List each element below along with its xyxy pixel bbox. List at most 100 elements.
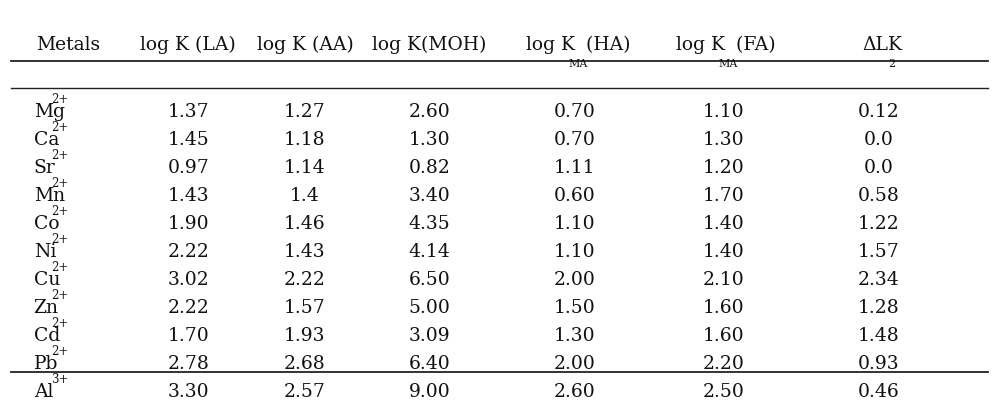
Text: 0.58: 0.58 <box>858 186 899 205</box>
Text: 1.50: 1.50 <box>553 299 595 317</box>
Text: 2+: 2+ <box>51 233 68 246</box>
Text: 1.60: 1.60 <box>703 327 745 345</box>
Text: 2.78: 2.78 <box>167 355 209 373</box>
Text: 1.11: 1.11 <box>553 159 595 176</box>
Text: 1.14: 1.14 <box>284 159 326 176</box>
Text: Mn: Mn <box>34 186 65 205</box>
Text: 0.97: 0.97 <box>168 159 209 176</box>
Text: 1.4: 1.4 <box>290 186 320 205</box>
Text: 2.50: 2.50 <box>703 383 745 401</box>
Text: log K: log K <box>525 36 575 54</box>
Text: Co: Co <box>34 215 59 233</box>
Text: 2+: 2+ <box>51 345 68 358</box>
Text: 1.22: 1.22 <box>858 215 899 233</box>
Text: 1.48: 1.48 <box>858 327 899 345</box>
Text: 3.02: 3.02 <box>168 271 209 289</box>
Text: 1.45: 1.45 <box>168 131 209 149</box>
Text: 1.46: 1.46 <box>284 215 326 233</box>
Text: 2.60: 2.60 <box>553 383 595 401</box>
Text: 2.22: 2.22 <box>284 271 326 289</box>
Text: 0.60: 0.60 <box>553 186 595 205</box>
Text: 2.57: 2.57 <box>284 383 326 401</box>
Text: 0.0: 0.0 <box>864 159 893 176</box>
Text: 2.22: 2.22 <box>167 299 209 317</box>
Text: 1.90: 1.90 <box>168 215 209 233</box>
Text: Ca: Ca <box>34 131 59 149</box>
Text: Zn: Zn <box>34 299 59 317</box>
Text: 2.34: 2.34 <box>858 271 899 289</box>
Text: Ni: Ni <box>34 243 56 261</box>
Text: 1.10: 1.10 <box>703 103 745 121</box>
Text: Cd: Cd <box>34 327 60 345</box>
Text: 2+: 2+ <box>51 317 68 330</box>
Text: 1.40: 1.40 <box>703 215 745 233</box>
Text: log K: log K <box>675 36 724 54</box>
Text: 1.30: 1.30 <box>409 131 451 149</box>
Text: 1.10: 1.10 <box>553 215 595 233</box>
Text: 2+: 2+ <box>51 93 68 105</box>
Text: log K(MOH): log K(MOH) <box>373 36 487 54</box>
Text: 9.00: 9.00 <box>409 383 451 401</box>
Text: 1.28: 1.28 <box>858 299 899 317</box>
Text: 1.70: 1.70 <box>703 186 745 205</box>
Text: 2+: 2+ <box>51 149 68 162</box>
Text: 0.0: 0.0 <box>864 131 893 149</box>
Text: 2.22: 2.22 <box>167 243 209 261</box>
Text: 3.30: 3.30 <box>168 383 209 401</box>
Text: 0.82: 0.82 <box>409 159 451 176</box>
Text: 0.70: 0.70 <box>553 103 595 121</box>
Text: 2+: 2+ <box>51 289 68 302</box>
Text: 4.14: 4.14 <box>409 243 451 261</box>
Text: 2+: 2+ <box>51 121 68 134</box>
Text: Pb: Pb <box>34 355 58 373</box>
Text: Sr: Sr <box>34 159 55 176</box>
Text: 1.20: 1.20 <box>703 159 745 176</box>
Text: 2+: 2+ <box>51 205 68 218</box>
Text: MA: MA <box>718 59 737 69</box>
Text: 1.60: 1.60 <box>703 299 745 317</box>
Text: 2.20: 2.20 <box>703 355 745 373</box>
Text: 3+: 3+ <box>51 373 68 386</box>
Text: Al: Al <box>34 383 53 401</box>
Text: log K (LA): log K (LA) <box>141 36 236 54</box>
Text: 1.57: 1.57 <box>284 299 326 317</box>
Text: 4.35: 4.35 <box>409 215 451 233</box>
Text: 1.57: 1.57 <box>858 243 899 261</box>
Text: 1.40: 1.40 <box>703 243 745 261</box>
Text: 0.46: 0.46 <box>858 383 899 401</box>
Text: 1.18: 1.18 <box>284 131 326 149</box>
Text: 2.60: 2.60 <box>409 103 451 121</box>
Text: (HA): (HA) <box>580 36 630 54</box>
Text: log K (AA): log K (AA) <box>257 36 354 54</box>
Text: 2.00: 2.00 <box>553 355 595 373</box>
Text: 3.40: 3.40 <box>409 186 451 205</box>
Text: 2.00: 2.00 <box>553 271 595 289</box>
Text: 1.70: 1.70 <box>168 327 209 345</box>
Text: 2+: 2+ <box>51 177 68 190</box>
Text: (FA): (FA) <box>730 36 775 54</box>
Text: 1.93: 1.93 <box>285 327 326 345</box>
Text: 0.93: 0.93 <box>858 355 899 373</box>
Text: 1.10: 1.10 <box>553 243 595 261</box>
Text: 0.70: 0.70 <box>553 131 595 149</box>
Text: 0.12: 0.12 <box>858 103 899 121</box>
Text: MA: MA <box>568 59 587 69</box>
Text: 1.30: 1.30 <box>553 327 595 345</box>
Text: 1.43: 1.43 <box>284 243 326 261</box>
Text: 2.68: 2.68 <box>284 355 326 373</box>
Text: 3.09: 3.09 <box>409 327 451 345</box>
Text: 1.30: 1.30 <box>703 131 745 149</box>
Text: 1.37: 1.37 <box>168 103 209 121</box>
Text: 1.27: 1.27 <box>284 103 326 121</box>
Text: ΔLK: ΔLK <box>862 36 902 54</box>
Text: 1.43: 1.43 <box>168 186 209 205</box>
Text: Metals: Metals <box>37 36 101 54</box>
Text: 6.50: 6.50 <box>409 271 451 289</box>
Text: 6.40: 6.40 <box>409 355 451 373</box>
Text: Mg: Mg <box>34 103 65 121</box>
Text: Cu: Cu <box>34 271 60 289</box>
Text: 2.10: 2.10 <box>703 271 745 289</box>
Text: 2: 2 <box>889 59 896 69</box>
Text: 2+: 2+ <box>51 261 68 274</box>
Text: 5.00: 5.00 <box>409 299 451 317</box>
